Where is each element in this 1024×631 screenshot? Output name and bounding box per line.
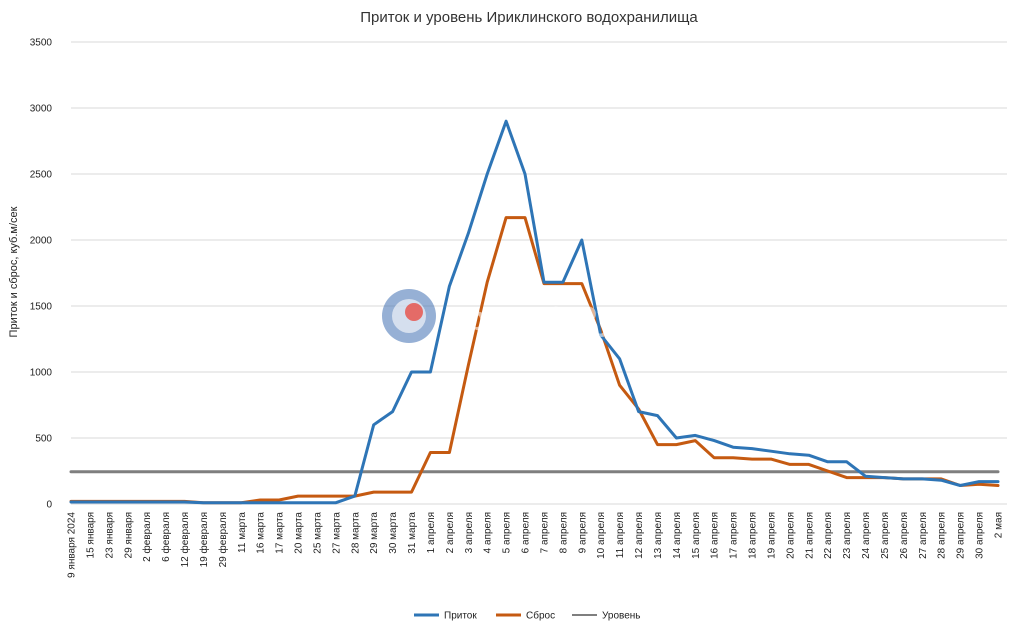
- x-tick-label: 20 апреля: [785, 512, 796, 559]
- legend-label: Уровень: [602, 611, 641, 622]
- y-tick-label: 1500: [30, 302, 53, 313]
- x-tick-label: 29 апреля: [956, 512, 967, 559]
- x-tick-label: 12 апреля: [634, 512, 645, 559]
- x-tick-label: 29 марта: [369, 512, 380, 554]
- x-tick-label: 29 января: [123, 512, 134, 558]
- x-tick-label: 3 апреля: [464, 512, 475, 553]
- x-tick-label: 11 марта: [237, 512, 248, 553]
- legend-entry: Приток: [414, 611, 477, 622]
- y-axis-label: Приток и сброс, куб.м/сек: [8, 206, 20, 337]
- legend-entry: Уровень: [572, 611, 641, 622]
- x-tick-label: 10 апреля: [596, 512, 607, 559]
- ural56-logo-dot-icon: [405, 303, 423, 321]
- x-tick-label: 30 апреля: [975, 512, 986, 559]
- x-tick-label: 15 января: [85, 512, 96, 558]
- x-tick-label: 20 марта: [294, 512, 305, 554]
- x-tick-label: 1 апреля: [426, 512, 437, 553]
- x-tick-label: 15 апреля: [691, 512, 702, 559]
- x-tick-label: 2 мая: [994, 512, 1005, 538]
- x-tick-label: 25 марта: [312, 512, 323, 554]
- legend-entry: Сброс: [496, 610, 555, 622]
- legend: Приток Сброс Уровень: [414, 610, 641, 622]
- x-tick-label: 14 апреля: [672, 512, 683, 559]
- x-tick-label: 7 апреля: [539, 512, 550, 553]
- x-tick-label: 30 марта: [388, 512, 399, 554]
- x-tick-label: 5 апреля: [502, 512, 513, 553]
- x-tick-label: 25 апреля: [880, 512, 891, 559]
- legend-label: Приток: [444, 611, 477, 622]
- watermark: Урал56.Ру: [382, 289, 616, 343]
- chart-title: Приток и уровень Ириклинского водохранил…: [360, 9, 698, 26]
- x-axis-ticks: 9 января 2024 15 января 23 января 29 января…: [67, 512, 1005, 578]
- x-tick-label: 27 апреля: [918, 512, 929, 559]
- x-tick-label: 6 февраля: [160, 512, 172, 562]
- x-tick-label: 16 апреля: [710, 512, 721, 559]
- x-tick-label: 18 апреля: [748, 512, 759, 559]
- y-axis-ticks: 0 500 1000 1500 2000 2500 3000 3500: [30, 38, 53, 511]
- y-tick-label: 500: [35, 434, 52, 445]
- y-tick-label: 3500: [30, 38, 53, 49]
- x-tick-label: 19 апреля: [766, 512, 777, 559]
- x-tick-label: 23 апреля: [842, 512, 853, 559]
- x-tick-label: 22 апреля: [823, 512, 834, 559]
- legend-label: Сброс: [526, 610, 555, 622]
- x-tick-label: 31 марта: [407, 512, 418, 554]
- x-tick-label: 9 апреля: [577, 512, 588, 553]
- x-tick-label: 19 февраля: [198, 512, 210, 567]
- x-tick-label: 21 апреля: [804, 512, 815, 559]
- x-tick-label: 24 апреля: [861, 512, 872, 559]
- x-tick-label: 4 апреля: [483, 512, 494, 553]
- x-tick-label: 9 января 2024: [67, 512, 78, 578]
- x-tick-label: 28 апреля: [937, 512, 948, 559]
- x-tick-label: 12 февраля: [179, 512, 191, 567]
- y-tick-label: 3000: [30, 104, 53, 115]
- x-tick-label: 23 января: [104, 512, 115, 558]
- x-tick-label: 28 марта: [350, 512, 361, 554]
- x-tick-label: 29 февраля: [217, 512, 229, 567]
- x-tick-label: 16 марта: [256, 512, 267, 554]
- watermark-text: Урал56.Ру: [446, 300, 616, 338]
- gridlines: [71, 41, 1007, 505]
- x-tick-label: 2 апреля: [445, 512, 456, 553]
- x-tick-label: 17 апреля: [729, 512, 740, 559]
- x-tick-label: 17 марта: [275, 512, 286, 554]
- x-tick-label: 26 апреля: [899, 512, 910, 559]
- x-tick-label: 13 апреля: [653, 512, 664, 559]
- series-line-1: [69, 216, 1000, 505]
- x-tick-label: 2 февраля: [141, 512, 153, 562]
- series-line-0: [69, 119, 1000, 505]
- x-tick-label: 11 апреля: [615, 512, 626, 558]
- series-lines: [69, 119, 1000, 505]
- y-tick-label: 2000: [30, 236, 53, 247]
- y-tick-label: 1000: [30, 368, 53, 379]
- y-tick-label: 0: [46, 500, 52, 511]
- y-tick-label: 2500: [30, 170, 53, 181]
- x-tick-label: 27 марта: [331, 512, 342, 554]
- x-tick-label: 8 апреля: [558, 512, 569, 553]
- x-tick-label: 6 апреля: [521, 512, 532, 553]
